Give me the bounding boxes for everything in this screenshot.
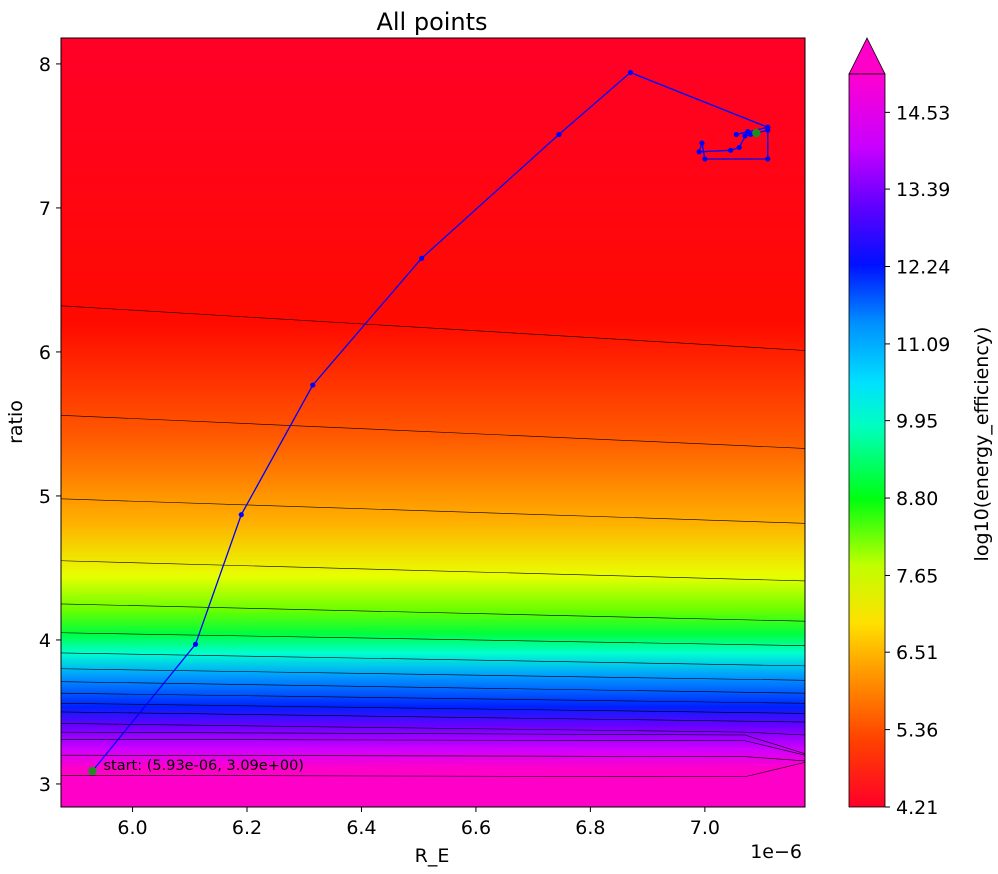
x-tick-label: 6.4 [346,817,376,839]
y-tick-label: 6 [39,342,51,364]
colorbar-tick-label: 4.21 [896,797,938,819]
contour-line [61,711,805,723]
x-tick-label: 6.2 [232,817,262,839]
series-point [765,156,771,162]
x-tick-label: 7.0 [690,817,720,839]
x-axis-label: R_E [415,845,450,867]
contour-line [61,560,805,582]
contour-line [61,692,805,704]
series-point [742,133,748,139]
annotation-label: start: (5.93e-06, 3.09e+00) [103,758,304,774]
colorbar-tick-label: 9.95 [896,411,938,433]
series-point [418,255,425,261]
series-point [627,69,634,76]
series-layer: start: (5.93e-06, 3.09e+00) [88,69,771,776]
contour-line [61,762,805,778]
colorbar-label: log10(energy_efficiency) [971,327,993,562]
plot-frame [60,37,806,808]
contour-line [61,632,805,647]
x-offset-label: 1e−6 [750,841,802,863]
contour-line [61,498,805,524]
colorbar-ticks: 4.21 5.36 6.51 7.65 8.80 9.95 11.09 12.24 13.39 1… [885,102,950,819]
contour-line [61,754,805,762]
contour-line [61,414,805,449]
y-tick-label: 3 [39,774,51,796]
marker-point [88,766,97,776]
contour-line [61,731,805,755]
series-point [765,127,771,133]
colorbar-tick-label: 7.65 [896,565,938,587]
contour-line [61,739,805,756]
colorbar-body [848,73,886,808]
colorbar-tick-label: 12.24 [896,257,950,279]
contour-line [61,723,805,736]
chart-title: All points [376,8,487,36]
y-tick-label: 4 [39,630,51,652]
colorbar-tick-label: 13.39 [896,179,950,201]
series-point [733,131,739,138]
colorbar-tick-label: 14.53 [896,102,950,124]
series-point [702,156,708,162]
y-tick-label: 5 [39,486,51,508]
colorbar-tick-label: 11.09 [896,334,950,356]
y-axis-label: ratio [5,400,27,444]
colorbar-tick-label: 8.80 [896,488,938,510]
colorbar-tick-label: 6.51 [896,642,938,664]
contour-line [61,703,805,714]
series-point [728,147,734,153]
contour-line [61,603,805,622]
colorbar-extend-arrow [848,37,886,75]
series-point [238,512,244,518]
contour-line [61,668,805,681]
contour-line [61,681,805,694]
y-tick-label: 8 [39,54,51,76]
series-point [736,144,742,151]
contour-lines [61,305,805,778]
plot-area: start: (5.93e-06, 3.09e+00) [61,38,805,807]
y-tick-label: 7 [39,198,51,220]
series-point [699,140,705,146]
series-line [91,71,770,772]
series-point [556,131,562,138]
series-point [748,131,754,138]
contour-fill [61,38,805,807]
y-axis-ticks: 3 4 5 6 7 8 [39,54,61,796]
series-point [696,149,702,155]
x-tick-label: 6.6 [461,817,491,839]
contour-line [61,305,805,351]
marker-point [752,128,761,138]
colorbar: 4.21 5.36 6.51 7.65 8.80 9.95 11.09 12.24 13.39 1… [848,37,993,819]
x-axis-ticks: 6.0 6.2 6.4 6.6 6.8 7.0 [117,807,720,839]
bottom-band [61,762,805,807]
series-point [192,641,199,647]
contour-line [61,652,805,667]
x-tick-label: 6.0 [117,817,147,839]
x-tick-label: 6.8 [575,817,605,839]
colorbar-tick-label: 5.36 [896,720,938,742]
series-point [310,382,316,388]
